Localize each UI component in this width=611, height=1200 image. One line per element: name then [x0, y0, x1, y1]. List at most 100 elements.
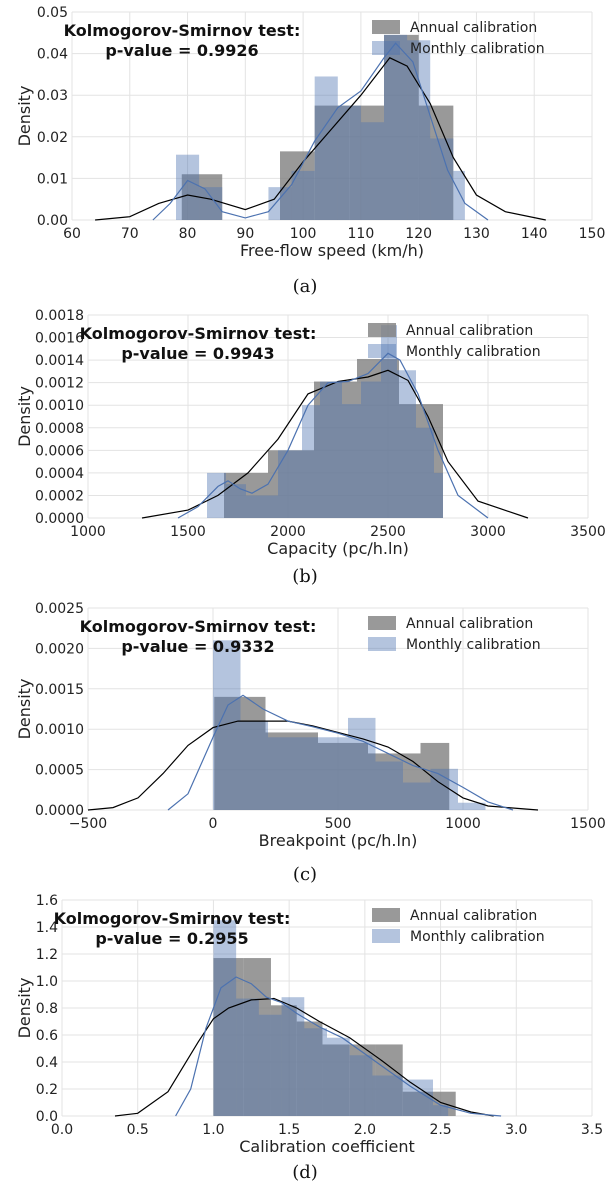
panel-c: −500 0 500 1000 1500 0.0000 0.0005 0.0010 0.0015… [15, 601, 606, 885]
monthly-legend-swatch [372, 41, 400, 55]
annual-histogram-bar [270, 1005, 297, 1116]
y-axis-label: Density [15, 86, 34, 147]
annual-histogram-bar [357, 358, 399, 518]
annual-histogram-bar [322, 1044, 350, 1116]
annual-legend-swatch [372, 908, 400, 922]
monthly-histogram-bar [304, 1028, 327, 1116]
x-tick-label: −500 [69, 816, 107, 832]
legend-label: Monthly calibration [410, 929, 545, 945]
y-tick-label: 0.0008 [35, 421, 84, 437]
monthly-histogram-bar [360, 122, 384, 220]
annual-histogram-bar [296, 1021, 323, 1116]
x-tick-label: 80 [179, 226, 197, 242]
x-tick-label: 90 [236, 226, 254, 242]
monthly-histogram-bar [430, 138, 454, 220]
legend-label: Monthly calibration [410, 41, 545, 57]
y-tick-label: 0.0010 [35, 398, 84, 414]
y-tick-label: 0.00 [37, 213, 68, 229]
monthly-histogram-bar [258, 1014, 282, 1116]
annual-histogram-bar [265, 732, 318, 810]
y-tick-label: 0.0012 [35, 376, 84, 392]
monthly-histogram-bar [213, 640, 241, 810]
monthly-histogram-bar [348, 717, 376, 810]
x-tick-label: 0.0 [51, 1122, 73, 1138]
monthly-histogram-bar [416, 427, 434, 518]
annual-histogram-bar [429, 1091, 456, 1116]
x-tick-label: 130 [463, 226, 490, 242]
monthly-legend-swatch [372, 929, 400, 943]
monthly-histogram-bar [327, 1037, 350, 1116]
annual-histogram-bar [268, 450, 314, 518]
monthly-histogram-bar [397, 370, 416, 518]
monthly-kde-curve [175, 976, 502, 1117]
monthly-histogram-bar [349, 1055, 373, 1116]
monthly-histogram-bar [263, 495, 278, 518]
annual-histogram-bar [224, 472, 268, 518]
y-tick-label: 0.0025 [35, 601, 84, 617]
ks-test-title: Kolmogorov-Smirnov test: [54, 909, 291, 928]
ks-p-value: p-value = 0.9332 [121, 637, 274, 656]
annual-histogram-bar [368, 753, 421, 810]
annual-histogram-bar [280, 151, 315, 220]
panel-a: 60 70 80 90 100 110 120 130 140 150 0.00 0.01 0.02 0.… [15, 5, 605, 297]
y-tick-label: 0.0002 [35, 488, 84, 504]
legend-label: Annual calibration [410, 908, 537, 924]
annual-legend-swatch [372, 20, 400, 34]
y-tick-label: 1.6 [36, 893, 58, 909]
monthly-histogram-bar [361, 381, 381, 518]
annual-legend-swatch [368, 616, 396, 630]
y-axis-label: Density [15, 978, 34, 1039]
monthly-histogram-bar [302, 405, 320, 518]
y-tick-label: 0.0018 [35, 308, 84, 324]
ks-test-title: Kolmogorov-Smirnov test: [80, 617, 317, 636]
annual-kde-curve [95, 57, 546, 221]
x-axis-label: Breakpoint (pc/h.ln) [259, 831, 418, 850]
legend-label: Monthly calibration [406, 344, 541, 360]
monthly-histogram-bar [236, 998, 259, 1116]
x-tick-label: 0 [209, 816, 218, 832]
monthly-histogram-bar [199, 187, 223, 220]
annual-histogram-bar [314, 105, 350, 220]
monthly-histogram-bar [384, 34, 408, 220]
monthly-histogram-bar [453, 170, 465, 220]
y-axis-label: Density [15, 679, 34, 740]
monthly-histogram-bar [281, 997, 305, 1116]
x-tick-label: 1500 [170, 524, 206, 540]
monthly-histogram-bar [403, 782, 431, 810]
x-tick-label: 1.5 [278, 1122, 300, 1138]
monthly-histogram-bar [246, 495, 263, 518]
y-tick-label: 0.0010 [35, 722, 84, 738]
y-tick-label: 0.0006 [35, 443, 84, 459]
x-tick-label: 1000 [445, 816, 481, 832]
x-tick-label: 2500 [370, 524, 406, 540]
x-tick-label: 60 [63, 226, 81, 242]
monthly-histogram-bar [342, 404, 361, 518]
monthly-kde-curve [152, 42, 489, 221]
ks-test-title: Kolmogorov-Smirnov test: [80, 324, 317, 343]
x-tick-label: 1000 [70, 524, 106, 540]
x-tick-label: 500 [325, 816, 352, 832]
monthly-histogram-bar [295, 737, 323, 810]
monthly-histogram-bar [314, 76, 338, 220]
panel-caption: (d) [292, 1162, 318, 1183]
y-tick-label: 0.05 [37, 5, 68, 21]
monthly-histogram-bar [433, 1105, 449, 1116]
y-tick-label: 0.0 [36, 1109, 58, 1125]
x-tick-label: 70 [121, 226, 139, 242]
annual-kde-curve [114, 997, 494, 1117]
annual-histogram-bar [243, 958, 271, 1116]
x-axis-label: Capacity (pc/h.ln) [267, 539, 409, 558]
x-tick-label: 140 [521, 226, 548, 242]
y-tick-label: 0.0005 [35, 763, 84, 779]
panel-caption: (a) [293, 276, 318, 297]
y-tick-label: 0.0000 [35, 803, 84, 819]
annual-histogram-bar [384, 34, 419, 220]
monthly-histogram-bar [458, 802, 486, 810]
x-tick-label: 3000 [470, 524, 506, 540]
y-tick-label: 0.0015 [35, 682, 84, 698]
monthly-kde-curve [177, 352, 489, 519]
monthly-histogram-bar [268, 187, 292, 220]
panel-d: 0.0 0.5 1.0 1.5 2.0 2.5 3.0 3.5 0.0 0.2 0.4 0.6 0.8 1… [15, 893, 603, 1183]
y-tick-label: 1.2 [36, 947, 58, 963]
ks-p-value: p-value = 0.2955 [95, 929, 248, 948]
